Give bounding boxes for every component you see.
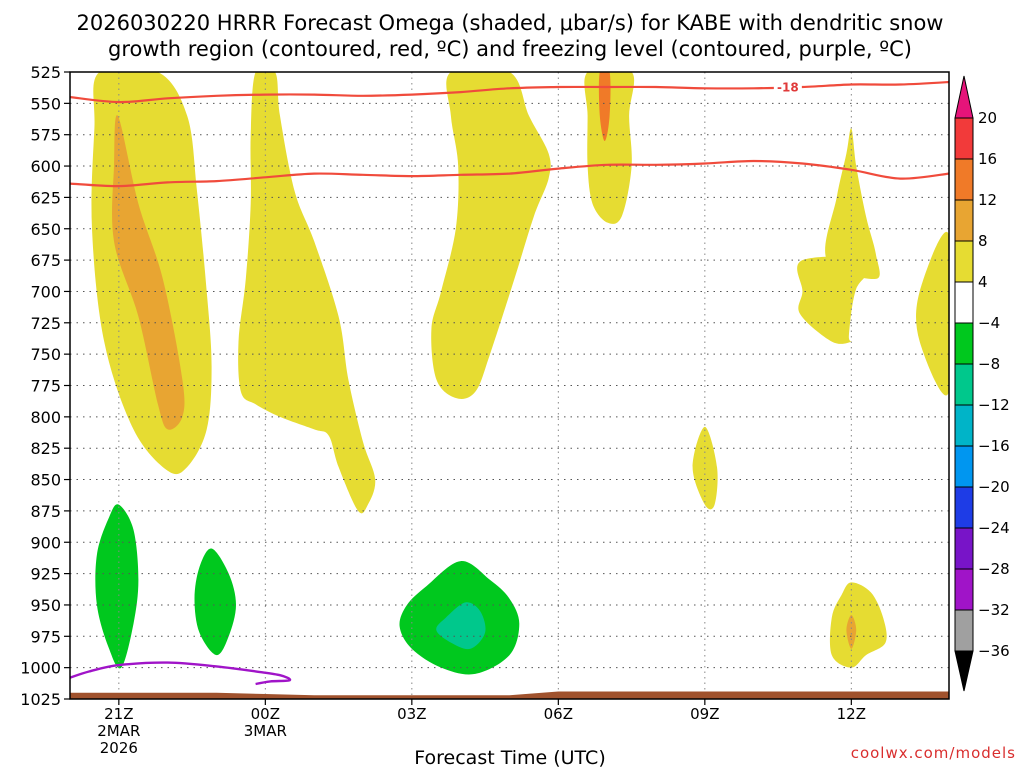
y-tick-label: 625 (30, 188, 61, 207)
colorbar-bin (954, 568, 974, 611)
contour-label: -18 (777, 81, 799, 95)
ground-layer (70, 691, 949, 699)
colorbar-bin (954, 199, 974, 242)
colorbar-bin (954, 158, 974, 201)
x-tick-label: 3MAR (244, 722, 287, 740)
x-tick-label: 2026 (100, 739, 138, 757)
y-tick-label: 550 (30, 94, 61, 113)
x-tick-label: 06Z (544, 705, 573, 723)
omega-region-yellow (431, 72, 551, 399)
colorbar-bin (954, 609, 974, 652)
omega-shading (91, 72, 949, 675)
colorbar-label: 12 (978, 191, 997, 209)
colorbar-bin (954, 486, 974, 529)
omega-region-darkorange (598, 72, 611, 141)
omega-region-orange (846, 615, 857, 649)
omega-region-yellow (825, 128, 880, 280)
y-tick-label: 925 (30, 565, 61, 584)
y-tick-label: 975 (30, 627, 61, 646)
y-tick-label: 800 (30, 408, 61, 427)
colorbar-label: −20 (978, 478, 1010, 496)
y-tick-label: 875 (30, 502, 61, 521)
omega-region-yellow (829, 582, 887, 668)
colorbar-bin (954, 445, 974, 488)
y-tick-label: 950 (30, 596, 61, 615)
colorbar-over-arrow (954, 75, 974, 119)
ground-surface (70, 691, 949, 699)
contour-lines: -18 (70, 80, 949, 686)
omega-region-yellow (916, 232, 949, 396)
colorbar-bin (954, 240, 974, 283)
omega-region-yellow (584, 72, 635, 224)
y-tick-label: 1025 (20, 690, 61, 709)
x-axis-label: Forecast Time (UTC) (414, 747, 605, 768)
y-axis: 525 550 575 600 625 650 675 700 725 750 775 800 825 8… (20, 63, 70, 709)
dendritic-contour-line (70, 80, 949, 104)
chart-title-line-1: 2026030220 HRRR Forecast Omega (shaded, … (77, 11, 944, 35)
x-tick-label: 12Z (837, 705, 866, 723)
colorbar-label: −8 (978, 355, 1000, 373)
colorbar-bin (954, 363, 974, 406)
y-tick-label: 750 (30, 345, 61, 364)
colorbar-label: −12 (978, 396, 1010, 414)
x-tick-label: 2MAR (97, 722, 140, 740)
y-tick-label: 675 (30, 251, 61, 270)
colorbar-label: −32 (978, 601, 1010, 619)
y-tick-label: 525 (30, 63, 61, 82)
x-tick-label: 03Z (397, 705, 426, 723)
colorbar-label: 8 (978, 232, 988, 250)
freezing-level-contour (70, 661, 292, 686)
colorbar-label: 20 (978, 109, 997, 127)
y-tick-label: 850 (30, 471, 61, 490)
omega-region-orange (112, 115, 185, 430)
colorbar-bin (954, 281, 974, 324)
colorbar-bin (954, 527, 974, 570)
chart-title-line-2: growth region (contoured, red, ºC) and f… (108, 37, 912, 61)
y-tick-label: 775 (30, 377, 61, 396)
x-tick-label: 00Z (251, 705, 280, 723)
omega-region-green (95, 504, 139, 669)
colorbar-label: −36 (978, 642, 1010, 660)
omega-region-yellow (797, 256, 878, 344)
colorbar-bin (954, 322, 974, 365)
y-tick-label: 575 (30, 126, 61, 145)
dendritic-contour-line (70, 159, 949, 188)
colorbar-bin (954, 117, 974, 160)
y-tick-label: 700 (30, 282, 61, 301)
x-tick-label: 09Z (690, 705, 719, 723)
y-tick-label: 600 (30, 157, 61, 176)
watermark: coolwx.com/models (851, 744, 1016, 762)
contour-label-bg (773, 80, 802, 95)
y-tick-label: 825 (30, 439, 61, 458)
colorbar-label: 4 (978, 273, 988, 291)
x-tick-label: 21Z (104, 705, 133, 723)
colorbar-under-arrow (954, 650, 974, 692)
omega-region-yellow (238, 72, 376, 514)
colorbar-label: −24 (978, 519, 1010, 537)
y-tick-label: 900 (30, 533, 61, 552)
y-tick-label: 650 (30, 220, 61, 239)
colorbar-label: 16 (978, 150, 997, 168)
y-tick-label: 725 (30, 314, 61, 333)
y-tick-label: 1000 (20, 659, 61, 678)
colorbar-label: −28 (978, 560, 1010, 578)
colorbar-label: −16 (978, 437, 1010, 455)
colorbar-bin (954, 404, 974, 447)
omega-region-teal (436, 602, 486, 650)
colorbar-label: −4 (978, 314, 1000, 332)
colorbar: 20 16 12 8 4 −4 −8 −12 −16 −20 −24 −28 −32 −36 (954, 75, 1010, 692)
omega-region-green (194, 548, 236, 656)
